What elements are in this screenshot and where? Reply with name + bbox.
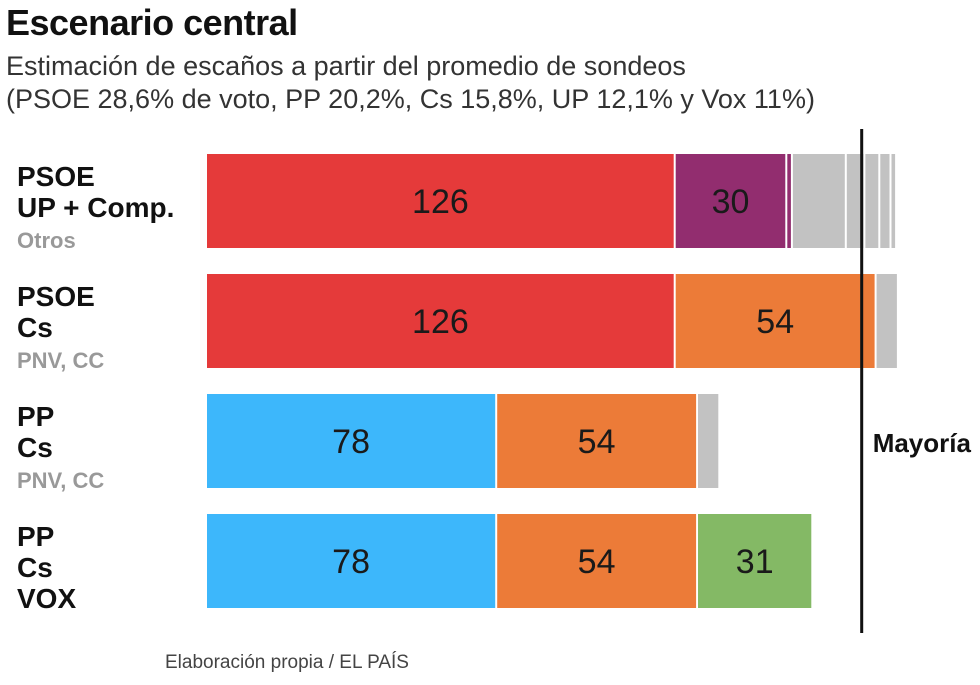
bar-segment-up (675, 154, 786, 248)
bar-segment-otros (880, 154, 890, 248)
row-label: Otros (17, 228, 76, 253)
row-label: PNV, CC (17, 468, 104, 493)
bar-segment-cs (675, 274, 875, 368)
row-label: Cs (17, 552, 53, 583)
bar-value-label: 54 (578, 543, 616, 581)
bar-segment-otros (865, 154, 879, 248)
bar-segment-psoe (207, 274, 674, 368)
bar-value-label: 126 (412, 303, 469, 341)
bar-segment-psoe (207, 154, 674, 248)
row-label: Cs (17, 312, 53, 343)
bar-value-label: 54 (578, 423, 616, 461)
bar-segment-cs (497, 514, 697, 608)
source-note: Elaboración propia / EL PAÍS (165, 652, 409, 673)
subtitle-line-1: Estimación de escaños a partir del prome… (6, 51, 686, 81)
row-label: Cs (17, 432, 53, 463)
row-label: PP (17, 401, 54, 432)
chart-title: Escenario central (6, 2, 298, 43)
bar-segment-otros (792, 154, 845, 248)
row-label: PP (17, 521, 54, 552)
bar-segment-otros (891, 154, 896, 248)
bar-value-label: 31 (736, 543, 774, 581)
row-label: PSOE (17, 161, 95, 192)
bar-value-label: 54 (756, 303, 794, 341)
bar-value-label: 30 (712, 183, 750, 221)
bar-segment-otros (698, 394, 719, 488)
bar-segment-otros (876, 274, 897, 368)
majority-label: Mayoría (873, 428, 972, 458)
bar-value-label: 126 (412, 183, 469, 221)
bar-segment-up (787, 154, 791, 248)
row-label: PNV, CC (17, 348, 104, 373)
bar-segment-otros (846, 154, 864, 248)
subtitle-line-2: (PSOE 28,6% de voto, PP 20,2%, Cs 15,8%,… (6, 84, 815, 114)
bar-segment-cs (497, 394, 697, 488)
row-label: PSOE (17, 281, 95, 312)
bar-value-label: 78 (332, 423, 370, 461)
bar-value-label: 78 (332, 543, 370, 581)
row-label: UP + Comp. (17, 192, 174, 223)
row-label: VOX (17, 583, 76, 614)
bar-segment-vox (698, 514, 812, 608)
bar-segment-pp (207, 394, 496, 488)
chart-subtitle: Estimación de escaños a partir del prome… (6, 50, 815, 116)
bar-segment-pp (207, 514, 496, 608)
